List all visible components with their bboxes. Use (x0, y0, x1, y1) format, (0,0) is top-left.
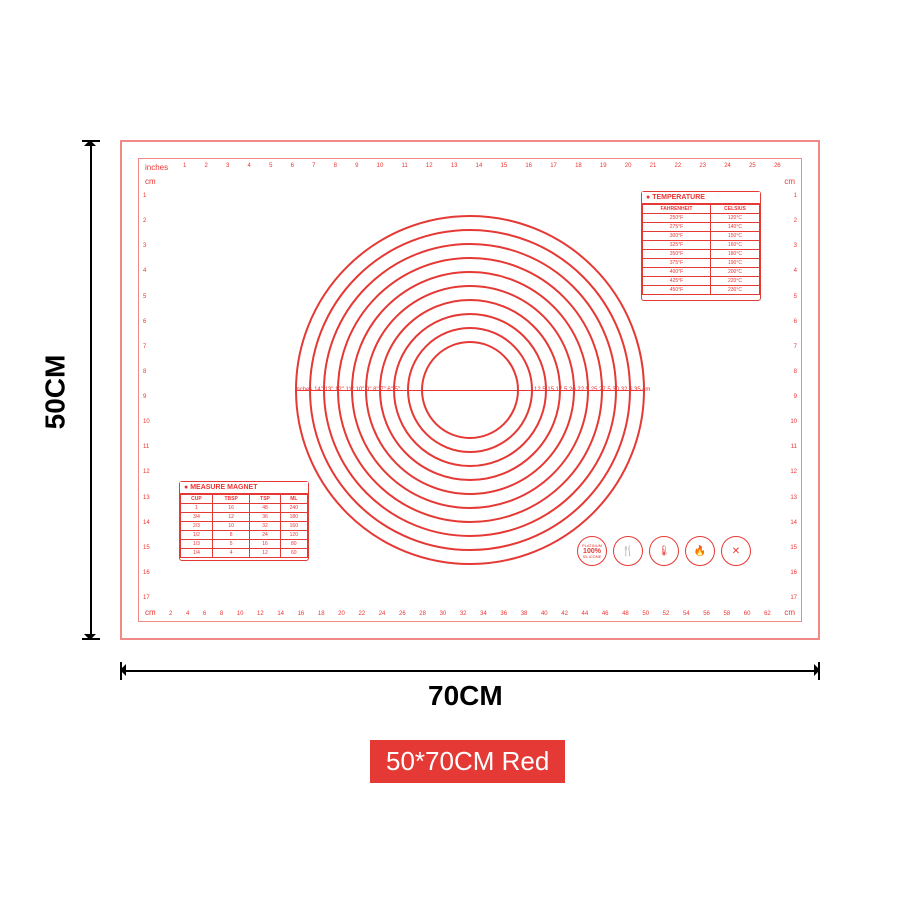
ruler-bottom-cm: 2468101214161820222426283032343638404244… (169, 611, 771, 617)
no-knife-icon: ✕ (721, 536, 751, 566)
baking-mat: inches 123456789101112131415161718192021… (120, 140, 820, 640)
flame-safe-icon: 🔥 (685, 536, 715, 566)
sizing-ring (323, 243, 617, 537)
ruler-top-inches: 1234567891011121314151617181920212223242… (183, 163, 781, 169)
platinum-silicone-icon: PLATINUM100%SILICONE (577, 536, 607, 566)
temperature-box-title: ● TEMPERATURE (642, 192, 760, 204)
width-dim-label: 70CM (428, 680, 503, 712)
width-dim-tick-right (818, 662, 820, 680)
sizing-ring (351, 271, 589, 509)
measure-box-title: ● MEASURE MAGNET (180, 482, 308, 494)
heat-cold-icon: 🌡 (649, 536, 679, 566)
product-variant-badge: 50*70CM Red (370, 740, 565, 783)
sizing-ring (337, 257, 603, 523)
height-dim-tick-top (82, 140, 100, 142)
ruler-left-cm: 1234567891011121314151617 (143, 193, 150, 601)
sizing-ring (295, 215, 645, 565)
ruler-bottom-cm-right-label: cm (784, 608, 795, 617)
mat-inner-border: inches 123456789101112131415161718192021… (138, 158, 802, 622)
ring-diameter-labels-inches: inches 14" 13" 12" 11" 10" 9" 8" 7" 6" 5… (295, 387, 400, 393)
ruler-right-cm: 1234567891011121314151617 (790, 193, 797, 601)
sizing-ring (421, 341, 519, 439)
ruler-top-cm-left-label: cm (145, 177, 156, 186)
width-dim-line (120, 670, 820, 672)
sizing-ring (309, 229, 631, 551)
temperature-table: FAHRENHEITCELSIUS250°F120°C275°F140°C300… (642, 204, 760, 295)
height-dim-line (90, 140, 92, 640)
height-dim-label: 50CM (39, 355, 71, 430)
sizing-ring (393, 313, 547, 467)
measure-table: CUPTBSPTSPML116482403/412361802/31032160… (180, 494, 308, 558)
temperature-box-title-text: TEMPERATURE (652, 194, 705, 201)
ring-diameter-labels-cm: 12.5 15 17.5 20 22.5 25 27.5 30 32.5 35 … (534, 387, 650, 393)
height-dim-arrow-bottom (84, 634, 96, 646)
width-dim-arrow-right (814, 664, 826, 676)
sizing-ring (365, 285, 575, 495)
height-dim-tick-bottom (82, 638, 100, 640)
feature-icon-strip: PLATINUM100%SILICONE🍴🌡🔥✕ (577, 536, 751, 566)
sizing-ring (407, 327, 533, 453)
ruler-bottom-cm-left-label: cm (145, 608, 156, 617)
width-dim-tick-left (120, 662, 122, 680)
temperature-conversion-box: ● TEMPERATURE FAHRENHEITCELSIUS250°F120°… (641, 191, 761, 301)
sizing-ring (379, 299, 561, 481)
measure-conversion-box: ● MEASURE MAGNET CUPTBSPTSPML116482403/4… (179, 481, 309, 561)
ring-diameter-line (295, 390, 645, 391)
dishwasher-safe-icon: 🍴 (613, 536, 643, 566)
measure-box-title-text: MEASURE MAGNET (190, 484, 257, 491)
sizing-rings: inches 14" 13" 12" 11" 10" 9" 8" 7" 6" 5… (295, 215, 645, 565)
ruler-top-inches-label: inches (145, 163, 168, 172)
ruler-top-cm-right-label: cm (784, 177, 795, 186)
